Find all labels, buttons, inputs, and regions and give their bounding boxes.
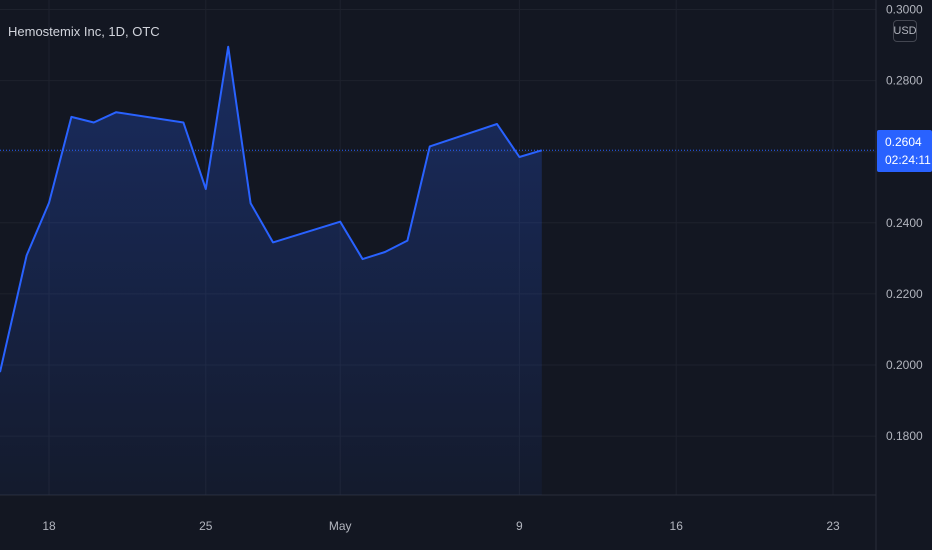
time-tick-label: 25 (199, 519, 213, 533)
time-tick-label: May (329, 519, 352, 533)
price-scale[interactable]: 0.18000.20000.22000.24000.26000.28000.30… (886, 3, 923, 444)
time-tick-label: 16 (670, 519, 684, 533)
price-tick-label: 0.1800 (886, 429, 923, 443)
price-tick-label: 0.2400 (886, 216, 923, 230)
price-tick-label: 0.2800 (886, 74, 923, 88)
time-tick-label: 18 (42, 519, 56, 533)
time-tick-label: 23 (826, 519, 840, 533)
last-price-tag: 0.2604 02:24:11 (877, 130, 932, 172)
price-tick-label: 0.3000 (886, 3, 923, 17)
last-price-value: 0.2604 (885, 135, 922, 149)
time-tick-label: 9 (516, 519, 523, 533)
price-tick-label: 0.2200 (886, 287, 923, 301)
time-scale[interactable]: 18 25 May 9 16 23 (42, 519, 840, 533)
symbol-legend: Hemostemix Inc, 1D, OTC (8, 24, 160, 39)
price-tick-label: 0.2000 (886, 358, 923, 372)
price-area-fill (0, 46, 542, 496)
price-line (0, 45, 543, 373)
countdown-timer: 02:24:11 (885, 153, 931, 167)
currency-button[interactable]: USD (893, 20, 917, 42)
